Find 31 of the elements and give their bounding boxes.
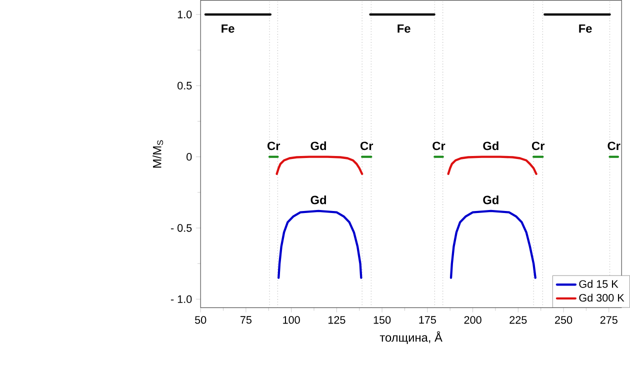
- annotation: Fe: [579, 24, 592, 33]
- annotation: Cr: [267, 142, 280, 150]
- annotation: Gd: [310, 141, 326, 150]
- x-tick-label: 75: [240, 316, 252, 324]
- x-tick-label: 275: [600, 316, 618, 324]
- x-tick-label: 100: [283, 316, 300, 324]
- y-tick-label: 0.5: [178, 82, 192, 90]
- y-tick-label: 1.0: [178, 10, 192, 18]
- x-tick-label: 50: [195, 316, 206, 324]
- x-axis-title: толщина, Å: [380, 331, 442, 344]
- legend-label: Gd 15 K: [579, 280, 618, 288]
- x-tick-label: 250: [555, 316, 572, 324]
- annotation: Cr: [360, 142, 374, 150]
- y-tick-label: - 1.0: [170, 295, 192, 304]
- x-tick-label: 200: [464, 316, 482, 324]
- annotation: Cr: [432, 142, 446, 150]
- annotation: Gd: [310, 196, 326, 204]
- annotation: Gd: [483, 141, 498, 150]
- annotation: Fe: [222, 24, 234, 33]
- annotation: Gd: [483, 196, 498, 204]
- x-tick-label: 225: [510, 316, 527, 324]
- y-tick-label: 0: [186, 153, 192, 161]
- x-tick-label: 150: [374, 316, 391, 324]
- annotation: Fe: [398, 24, 410, 33]
- annotation: Cr: [608, 142, 620, 150]
- y-axis-title: M/M$_{S}$: [152, 140, 164, 168]
- annotation: Cr: [532, 142, 545, 150]
- y-tick-label: - 0.5: [170, 224, 192, 232]
- x-tick-label: 125: [328, 316, 346, 324]
- legend-label: Gd 300 K: [579, 294, 624, 302]
- x-tick-label: 175: [419, 316, 436, 324]
